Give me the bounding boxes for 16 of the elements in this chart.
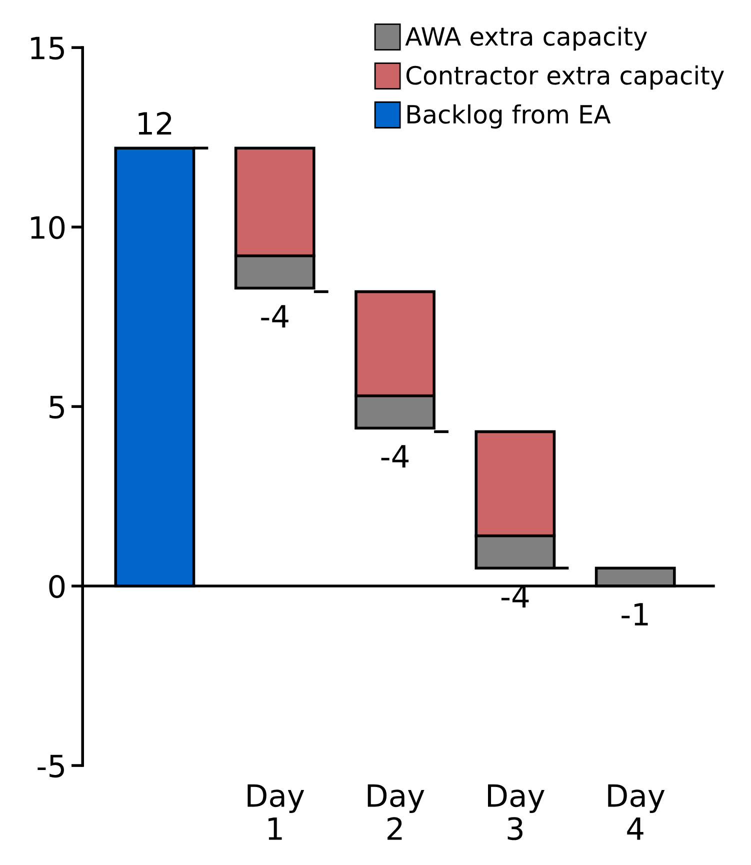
data-label: 12 [138, 112, 172, 135]
y-tick-label: 10 [31, 216, 65, 240]
legend-label: AWA extra capacity [405, 26, 648, 51]
y-tick-label: 15 [31, 36, 64, 60]
x-tick-label: Day 2 [368, 784, 424, 840]
x-tick-label: Day 4 [608, 784, 665, 840]
y-tick-label: 5 [50, 396, 64, 419]
legend-label: Backlog from EA [408, 104, 611, 129]
annotation: -4 [381, 445, 409, 468]
y-tick-label: 0 [49, 574, 65, 598]
x-tick-label: Day 3 [488, 784, 544, 840]
legend-label: Contractor extra capacity [406, 65, 724, 90]
x-tick-label: Day 1 [248, 784, 304, 840]
annotation: -4 [261, 305, 288, 328]
y-tick-label: -5 [38, 754, 64, 778]
annotation: -1 [622, 603, 648, 626]
